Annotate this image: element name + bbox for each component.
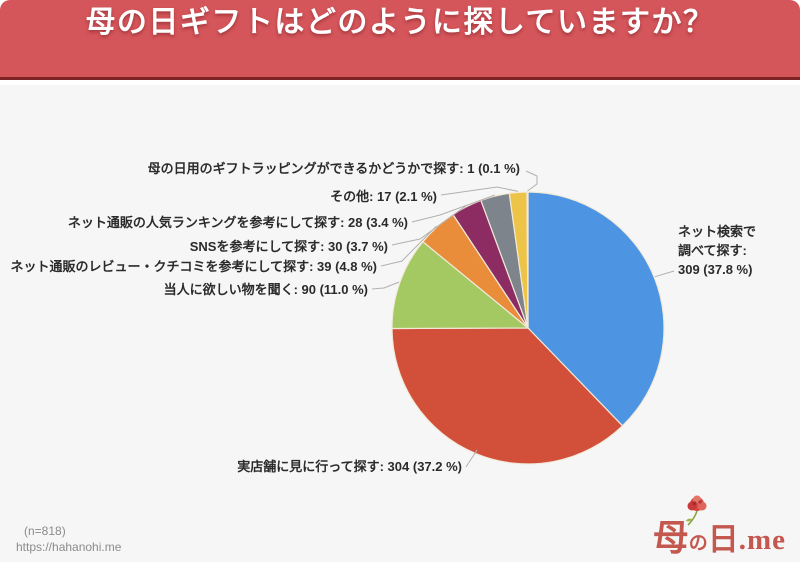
logo-text-mo: 母 [652, 518, 689, 558]
title-banner: 母の日ギフトはどのように探していますか？ [0, 0, 800, 80]
logo-text-hi: 日 [707, 522, 739, 557]
page-title: 母の日ギフトはどのように探していますか？ [85, 6, 715, 39]
chart-area-background [0, 85, 800, 562]
logo-text-no: の [688, 533, 708, 554]
carnation-flower-icon [685, 495, 707, 526]
site-logo: 母の日 .me [652, 495, 786, 558]
source-url: https://hahanohi.me [16, 540, 122, 554]
logo-text-me: .me [738, 524, 786, 556]
sample-size-label: (n=818) [24, 524, 66, 538]
